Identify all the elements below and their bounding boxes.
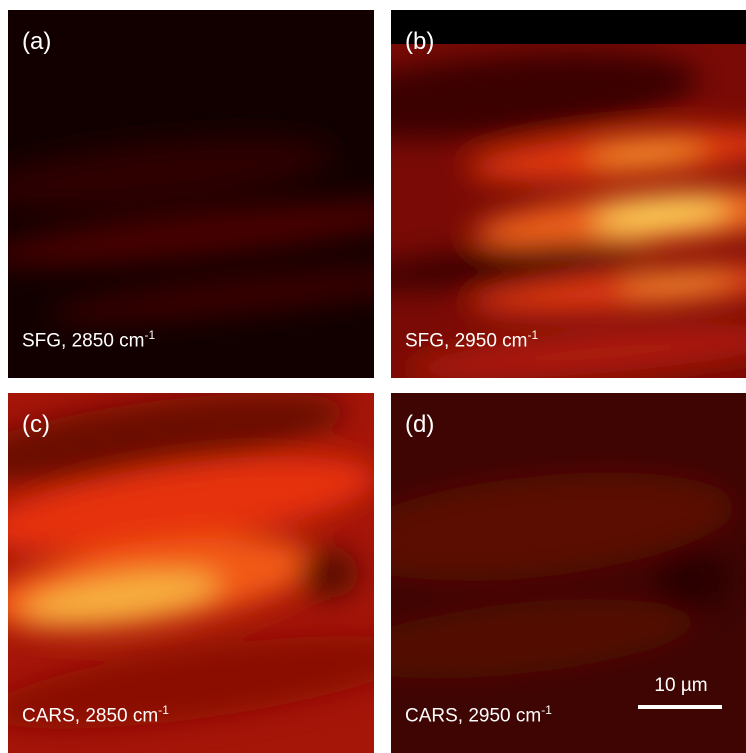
- page: (a) SFG, 2850 cm-1 (b) SFG, 2950 cm-1: [0, 0, 746, 753]
- image: [391, 10, 746, 378]
- image: [391, 393, 746, 753]
- caption-superscript: -1: [158, 703, 169, 717]
- caption: SFG, 2850 cm-1: [22, 328, 155, 352]
- caption: SFG, 2950 cm-1: [405, 328, 538, 352]
- panel-label: (a): [22, 28, 51, 56]
- caption-text: CARS, 2950 cm: [405, 705, 541, 726]
- caption-text: SFG, 2850 cm: [22, 330, 145, 351]
- panel-label: (c): [22, 411, 50, 439]
- caption-superscript: -1: [541, 703, 552, 717]
- panel-a: (a) SFG, 2850 cm-1: [8, 10, 374, 378]
- caption-text: SFG, 2950 cm: [405, 330, 528, 351]
- panel-label: (b): [405, 28, 434, 56]
- scale-bar: [638, 705, 722, 709]
- caption-superscript: -1: [145, 328, 156, 342]
- caption: CARS, 2950 cm-1: [405, 703, 552, 727]
- caption: CARS, 2850 cm-1: [22, 703, 169, 727]
- image: [8, 393, 374, 753]
- image: [8, 10, 374, 378]
- caption-text: CARS, 2850 cm: [22, 705, 158, 726]
- panel-c: (c) CARS, 2850 cm-1: [8, 393, 374, 753]
- panel-label: (d): [405, 411, 434, 439]
- panel-d: (d) CARS, 2950 cm-1: [391, 393, 746, 753]
- panel-b: (b) SFG, 2950 cm-1: [391, 10, 746, 378]
- caption-superscript: -1: [528, 328, 539, 342]
- scale-bar-label: 10 µm: [640, 675, 722, 697]
